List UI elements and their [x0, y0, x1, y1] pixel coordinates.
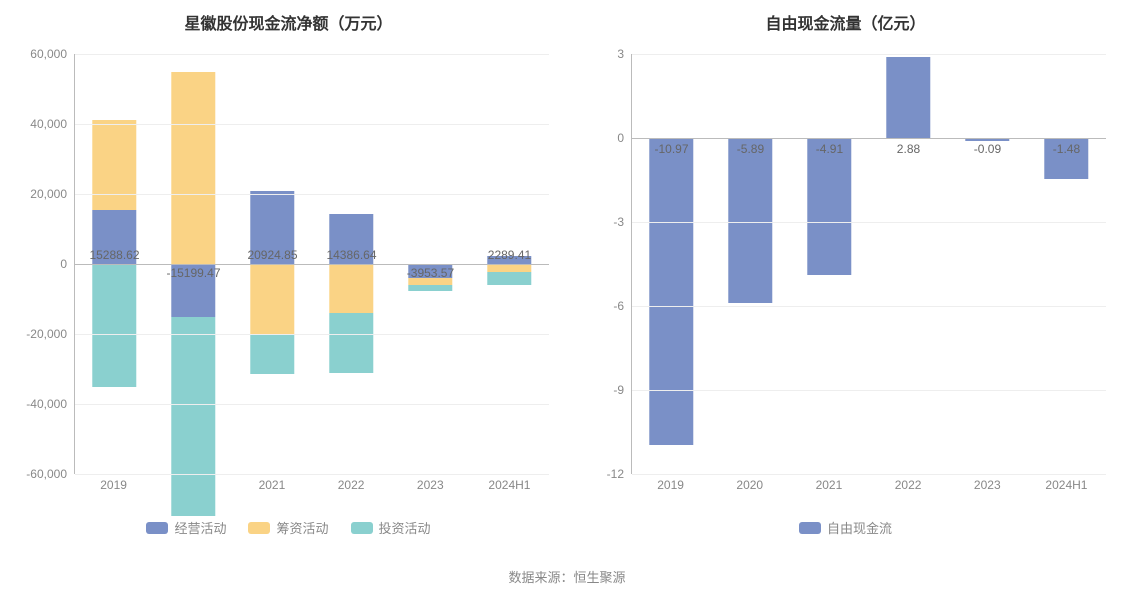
right-plot-area: -10.97-5.89-4.912.88-0.09-1.48 -12-9-6-3…: [631, 54, 1106, 474]
left-legend: 经营活动 筹资活动 投资活动: [18, 518, 559, 537]
x-tick-label: 2022: [869, 478, 948, 492]
gridline: [632, 306, 1106, 307]
right-legend: 自由现金流: [575, 518, 1116, 537]
bar-value-label: -10.97: [654, 142, 688, 156]
bar-segment: [330, 264, 373, 313]
x-tick-label: 2023: [391, 478, 470, 492]
legend-item: 经营活动: [146, 518, 226, 537]
zero-axis-line: [75, 264, 549, 265]
y-tick-label: 20,000: [30, 187, 75, 201]
gridline: [75, 404, 549, 405]
gridline: [75, 334, 549, 335]
x-tick-label: 2019: [74, 478, 153, 492]
left-plot-area: 15288.62 -15199.47 20924.85 14386.64 -3953.5…: [74, 54, 549, 474]
bar-value-label: 20924.85: [247, 248, 297, 262]
gridline: [75, 54, 549, 55]
gridline: [75, 194, 549, 195]
bar-segment: [172, 72, 215, 265]
zero-axis-line: [632, 138, 1106, 139]
bar-segment: [808, 138, 851, 275]
bar-value-label: 14386.64: [326, 248, 376, 262]
legend-label: 筹资活动: [276, 518, 328, 537]
bar-segment: [488, 272, 531, 286]
y-tick-label: -60,000: [26, 467, 75, 481]
y-tick-label: 0: [617, 131, 632, 145]
gridline: [632, 390, 1106, 391]
legend-item: 自由现金流: [799, 518, 892, 537]
category-slot: 2.88: [869, 54, 948, 474]
category-slot: -4.91: [790, 54, 869, 474]
bar-segment: [887, 57, 930, 138]
gridline: [632, 474, 1106, 475]
x-tick-label: 2022: [312, 478, 391, 492]
x-tick-label: 2024H1: [470, 478, 549, 492]
y-tick-label: 3: [617, 47, 632, 61]
legend-swatch: [146, 522, 168, 534]
right-chart-panel: 自由现金流量（亿元） -10.97 -5.89 -4.91 2.88 -0.09 -1.4…: [567, 10, 1124, 537]
y-tick-label: -20,000: [26, 327, 75, 341]
legend-item: 投资活动: [351, 518, 431, 537]
y-tick-label: 60,000: [30, 47, 75, 61]
legend-label: 投资活动: [379, 518, 431, 537]
bar-segment: [93, 264, 136, 387]
y-tick-label: -12: [607, 467, 632, 481]
x-tick-label: 2021: [789, 478, 868, 492]
legend-swatch: [248, 522, 270, 534]
x-tick-label: 2023: [948, 478, 1027, 492]
bar-segment: [251, 335, 294, 374]
x-tick-label: 2020: [710, 478, 789, 492]
legend-swatch: [799, 522, 821, 534]
y-tick-label: -9: [613, 383, 632, 397]
category-slot: -1.48: [1027, 54, 1106, 474]
gridline: [632, 222, 1106, 223]
legend-label: 经营活动: [174, 518, 226, 537]
charts-row: 星徽股份现金流净额（万元） 15288.62-15199.4720924.851…: [10, 10, 1124, 537]
bar-value-label: -4.91: [816, 142, 843, 156]
x-tick-label: 2019: [631, 478, 710, 492]
y-tick-label: -6: [613, 299, 632, 313]
bar-value-label: -3953.57: [407, 266, 454, 280]
data-source-label: 数据来源：恒生聚源: [10, 567, 1124, 586]
legend-item: 筹资活动: [248, 518, 328, 537]
bar-segment: [330, 313, 373, 373]
legend-swatch: [351, 522, 373, 534]
gridline: [75, 474, 549, 475]
bar-value-label: 2289.41: [488, 248, 531, 262]
bar-segment: [409, 285, 452, 291]
gridline: [632, 54, 1106, 55]
x-tick-label: 2024H1: [1027, 478, 1106, 492]
bar-value-label: -1.48: [1053, 142, 1080, 156]
bar-value-label: 15288.62: [89, 248, 139, 262]
bar-segment: [650, 138, 693, 445]
left-x-axis-labels: 201920202021202220232024H1: [74, 478, 549, 492]
bar-value-label: -15199.47: [166, 266, 220, 280]
category-slot: -0.09: [948, 54, 1027, 474]
bar-segment: [729, 138, 772, 303]
y-tick-label: 0: [60, 257, 75, 271]
bar-value-label: 2.88: [897, 142, 920, 156]
left-chart-panel: 星徽股份现金流净额（万元） 15288.62-15199.4720924.851…: [10, 10, 567, 537]
category-slot: -5.89: [711, 54, 790, 474]
y-tick-label: -40,000: [26, 397, 75, 411]
y-tick-label: -3: [613, 215, 632, 229]
bar-segment: [488, 264, 531, 272]
gridline: [75, 124, 549, 125]
x-tick-label: 2021: [232, 478, 311, 492]
bar-segment: [251, 264, 294, 335]
right-bars-area: -10.97 -5.89 -4.91 2.88 -0.09 -1.48: [632, 54, 1106, 474]
bar-value-label: -0.09: [974, 142, 1001, 156]
category-slot: -10.97: [632, 54, 711, 474]
right-x-axis-labels: 201920202021202220232024H1: [631, 478, 1106, 492]
bar-segment: [172, 317, 215, 516]
y-tick-label: 40,000: [30, 117, 75, 131]
left-chart-title: 星徽股份现金流净额（万元）: [18, 10, 559, 34]
legend-label: 自由现金流: [827, 518, 892, 537]
bar-segment: [93, 120, 136, 210]
right-chart-title: 自由现金流量（亿元）: [575, 10, 1116, 34]
bar-value-label: -5.89: [737, 142, 764, 156]
